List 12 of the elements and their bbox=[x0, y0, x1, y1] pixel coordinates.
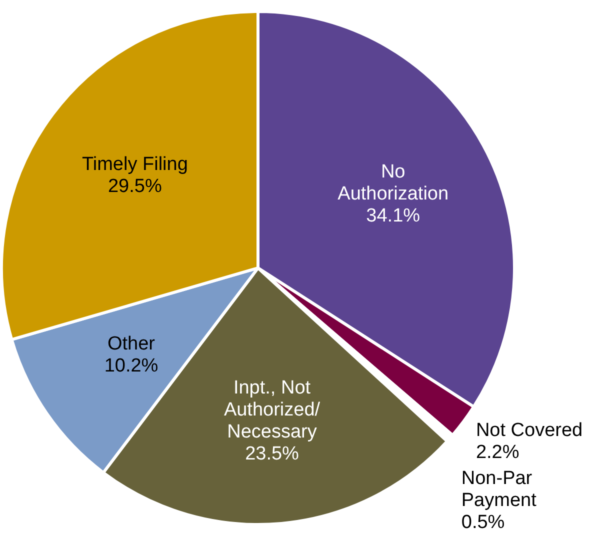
slice-label: Other bbox=[107, 334, 156, 355]
data-label: 0.5% bbox=[461, 512, 505, 533]
data-label: 34.1% bbox=[366, 206, 420, 227]
slice-label: Not Covered bbox=[476, 420, 583, 441]
slice-label: Non-Par Payment bbox=[461, 468, 538, 511]
data-label: 2.2% bbox=[476, 442, 520, 463]
slice-label: No Authorization bbox=[338, 162, 449, 205]
slice-label: Inpt., Not Authorized/ Necessary bbox=[224, 377, 321, 442]
slice-label: Timely Filing bbox=[82, 154, 188, 175]
data-label: 23.5% bbox=[245, 443, 300, 464]
data-label: 10.2% bbox=[104, 356, 158, 377]
data-label: 29.5% bbox=[108, 176, 162, 197]
